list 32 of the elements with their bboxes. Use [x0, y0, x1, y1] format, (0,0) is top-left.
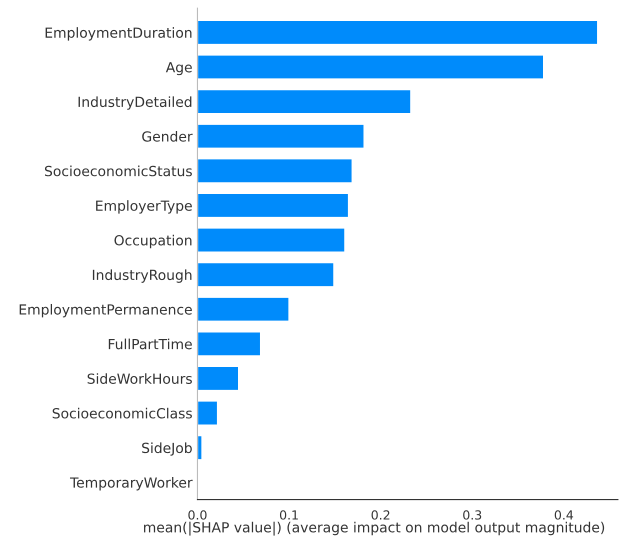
- bar: [197, 192, 350, 218]
- x-tick-label: 0.1: [280, 510, 298, 520]
- x-axis-title: mean(|SHAP value|) (average impact on model output magnitude): [144, 522, 604, 536]
- y-tick-label: EmploymentDuration: [46, 27, 192, 41]
- x-tick-label: 0.4: [554, 510, 574, 520]
- bar: [197, 296, 290, 322]
- y-tick-label: Occupation: [114, 234, 192, 248]
- bar: [197, 54, 544, 80]
- y-tick-label: SideWorkHours: [88, 373, 192, 384]
- bar: [197, 400, 218, 426]
- y-tick-label: IndustryDetailed: [78, 96, 192, 110]
- bar: [197, 366, 240, 392]
- y-tick-label: Gender: [142, 130, 193, 142]
- y-tick-label: FullPartTime: [108, 338, 192, 350]
- bar: [197, 88, 412, 114]
- y-tick-label: SocioeconomicClass: [52, 408, 192, 419]
- x-tick-label: 0.0: [188, 510, 207, 520]
- y-tick-label: SocioeconomicStatus: [44, 166, 192, 176]
- y-tick-label: IndustryRough: [92, 269, 192, 283]
- bar: [197, 123, 365, 150]
- bar: [197, 20, 598, 46]
- x-tick-label: 0.3: [463, 510, 482, 520]
- bar: [197, 158, 353, 184]
- y-tick-label: TemporaryWorker: [70, 477, 193, 490]
- bar: [197, 227, 346, 253]
- y-tick-label: SideJob: [142, 442, 192, 456]
- y-tick-label: EmploymentPermanence: [20, 304, 192, 318]
- x-tick-label: 0.2: [372, 510, 390, 520]
- bar: [197, 262, 335, 288]
- bar: [197, 331, 262, 357]
- y-tick-label: Age: [166, 62, 192, 76]
- y-tick-label: EmployerType: [96, 200, 192, 214]
